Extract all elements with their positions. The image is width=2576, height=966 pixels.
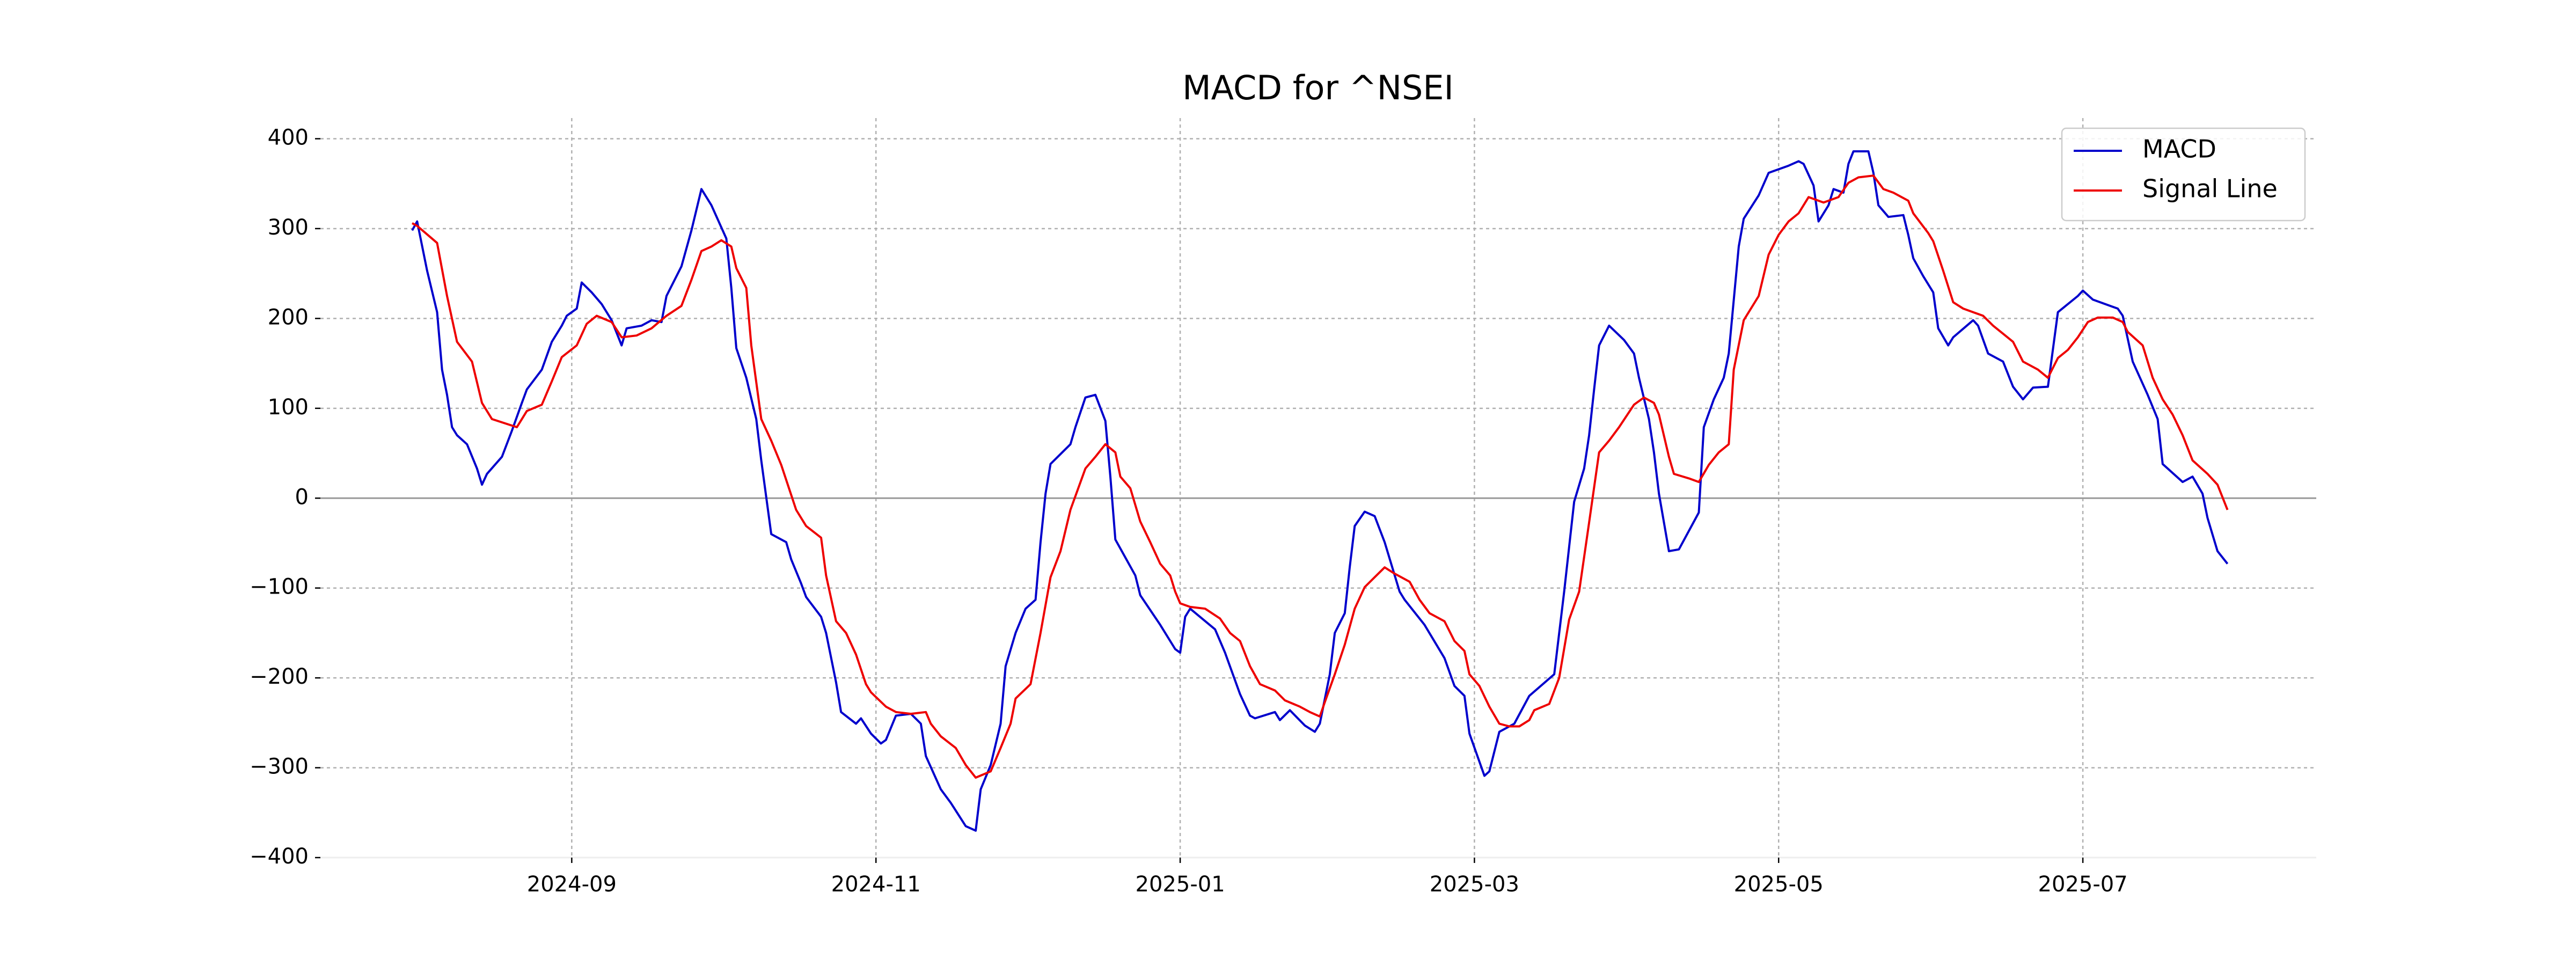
y-tick-label: 300 <box>268 215 309 240</box>
series-line <box>412 174 2229 779</box>
x-tick-label: 2025-05 <box>1734 872 1824 897</box>
x-tick-label: 2025-01 <box>1136 872 1225 897</box>
legend-label: MACD <box>2142 135 2216 164</box>
x-tick-label: 2024-11 <box>831 872 921 897</box>
y-tick-label: 100 <box>268 395 309 420</box>
legend: MACD Signal Line <box>2061 127 2306 222</box>
legend-box <box>2061 127 2306 222</box>
chart-title: MACD for ^NSEI <box>1182 68 1454 107</box>
y-tick-label: −300 <box>250 755 309 779</box>
y-tick-label: −100 <box>250 575 309 599</box>
x-tick-label: 2024-09 <box>527 872 617 897</box>
axes: −400 −300 −200 −100 0 100 200 300 400 2024-09 2024… <box>250 126 2316 897</box>
series-line <box>411 150 2229 832</box>
x-tick-label: 2025-03 <box>1430 872 1519 897</box>
y-tick-label: 400 <box>268 126 309 150</box>
x-tick-label: 2025-07 <box>2038 872 2128 897</box>
legend-label: Signal Line <box>2142 174 2278 203</box>
lines <box>411 150 2229 832</box>
y-tick-label: −400 <box>250 844 309 869</box>
y-tick-label: −200 <box>250 664 309 689</box>
y-tick-label: 200 <box>268 305 309 330</box>
y-tick-label: 0 <box>295 485 309 509</box>
